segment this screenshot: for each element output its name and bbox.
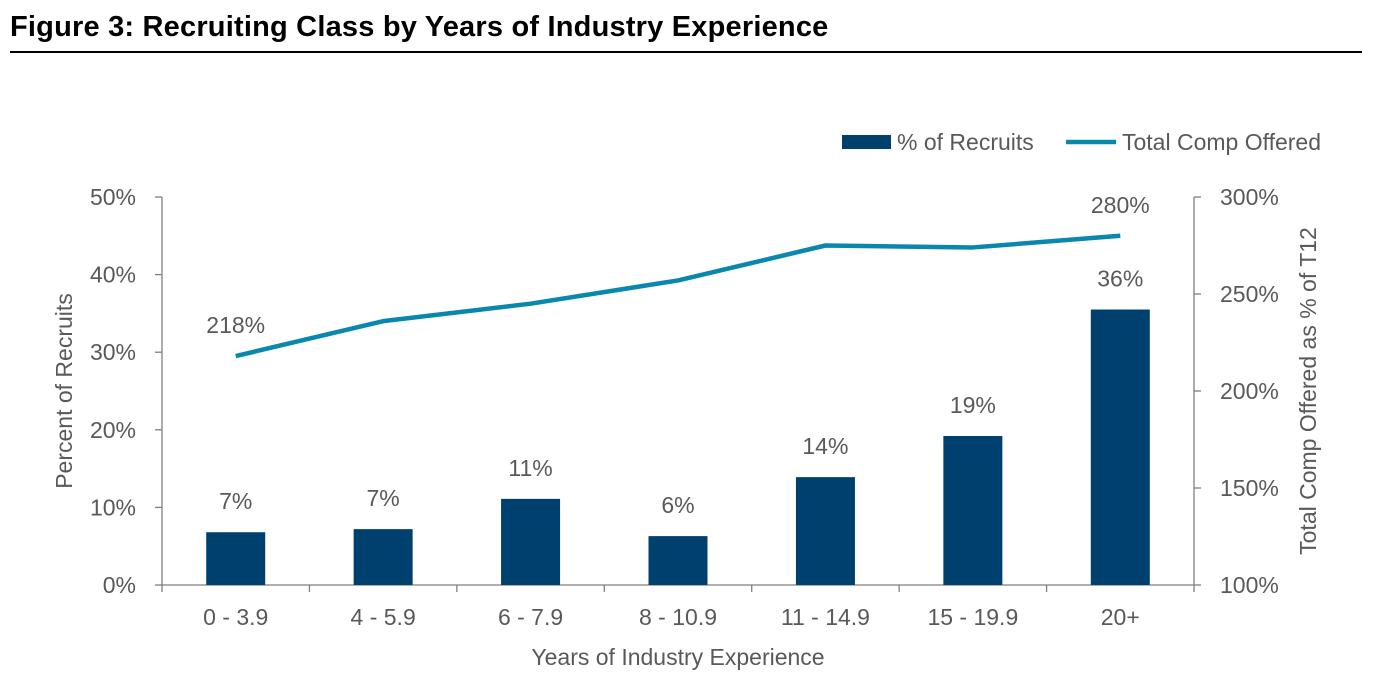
y-tick-label-right: 250% (1220, 281, 1279, 307)
bar-data-label: 7% (219, 488, 252, 514)
x-tick-label: 8 - 10.9 (639, 604, 717, 630)
y-tick-label-left: 40% (90, 262, 136, 288)
y-axis-title-right: Total Comp Offered as % of T12 (1295, 227, 1321, 555)
y-tick-label-left: 0% (103, 572, 136, 598)
bar-data-label: 19% (950, 392, 996, 418)
bar (1090, 309, 1150, 585)
bar-data-label: 36% (1097, 266, 1143, 292)
bar (943, 436, 1003, 585)
bar-data-label: 6% (661, 492, 694, 518)
bar (353, 529, 413, 585)
y-tick-label-left: 30% (90, 339, 136, 365)
x-axis-title: Years of Industry Experience (531, 644, 824, 670)
y-tick-label-right: 300% (1220, 184, 1279, 210)
bar-data-label: 11% (508, 455, 552, 481)
bar-data-label: 14% (802, 433, 848, 459)
legend-label-bars: % of Recruits (897, 129, 1034, 155)
y-tick-label-left: 20% (90, 417, 136, 443)
bar (648, 536, 708, 585)
y-tick-label-right: 150% (1220, 475, 1279, 501)
x-tick-label: 0 - 3.9 (203, 604, 268, 630)
x-tick-label: 15 - 19.9 (927, 604, 1018, 630)
x-tick-label: 4 - 5.9 (351, 604, 416, 630)
x-tick-label: 6 - 7.9 (498, 604, 563, 630)
bar-series (206, 309, 1150, 585)
line-series (235, 233, 1121, 359)
line-data-label: 280% (1091, 192, 1150, 218)
bar (795, 477, 855, 585)
legend-swatch-bars (842, 135, 891, 149)
axes: 0% 10% 20% 30% 40% 50% 100% 150% 200% 250% 300% 0 -… (51, 184, 1321, 670)
y-tick-label-right: 100% (1220, 572, 1279, 598)
bar-data-label: 7% (367, 485, 400, 511)
y-tick-label-left: 10% (90, 494, 136, 520)
data-labels: 7% 7% 11% 6% 14% 19% 36% 218% 280% (206, 192, 1149, 518)
title-rule (10, 51, 1362, 53)
line-data-label: 218% (206, 312, 265, 338)
y-tick-label-right: 200% (1220, 378, 1279, 404)
figure-title: Figure 3: Recruiting Class by Years of I… (10, 11, 829, 43)
legend-label-line: Total Comp Offered (1122, 129, 1321, 155)
bar (501, 498, 561, 585)
y-axis-title-left: Percent of Recruits (51, 293, 77, 489)
bar (206, 532, 266, 585)
legend: % of Recruits Total Comp Offered (842, 129, 1321, 155)
comp-line (235, 233, 1121, 359)
x-tick-label: 11 - 14.9 (781, 604, 870, 630)
y-tick-label-left: 50% (90, 184, 136, 210)
x-tick-label: 20+ (1101, 604, 1140, 630)
